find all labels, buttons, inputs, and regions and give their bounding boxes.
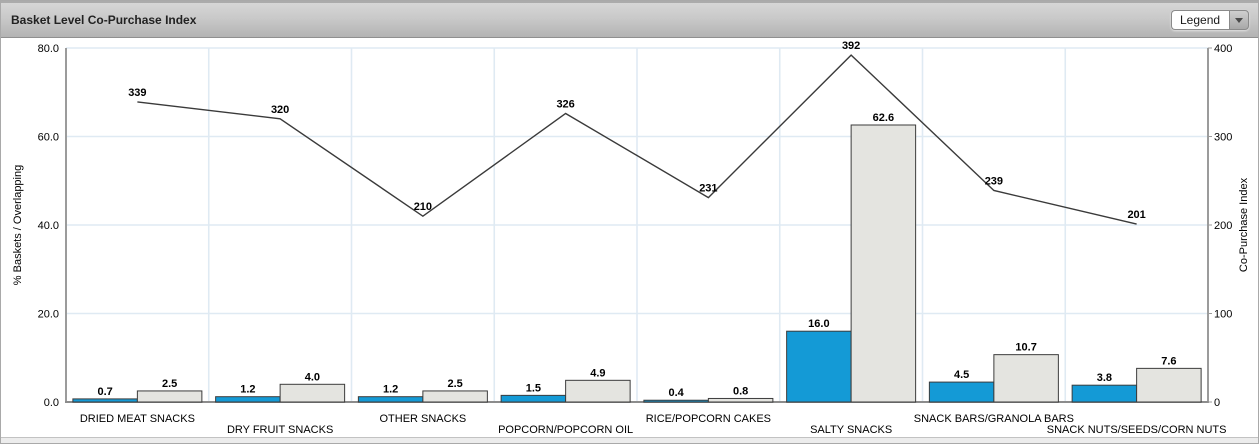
bar-overlapping[interactable] xyxy=(850,124,917,403)
widget-titlebar: Basket Level Co-Purchase Index Legend xyxy=(1,1,1258,38)
bar-pct-baskets[interactable] xyxy=(1071,384,1138,403)
category-label: OTHER SNACKS xyxy=(379,413,466,425)
legend-dropdown-button[interactable] xyxy=(1229,10,1249,30)
bar-value-label: 4.5 xyxy=(954,369,969,381)
line-value-label: 231 xyxy=(699,183,717,195)
bar-value-label: 2.5 xyxy=(447,378,462,390)
bar-value-label: 10.7 xyxy=(1015,342,1036,354)
combo-chart: 0.7 2.5 1.2 4.0 1.2 2.5 1.5 4.9 0.4 0.8 16.0 62.6 4.… xyxy=(12,40,1250,436)
bar-value-label: 4.0 xyxy=(305,371,320,383)
category-label: SNACK BARS/GRANOLA BARS xyxy=(914,413,1074,425)
right-axis-title: Co-Purchase Index xyxy=(1238,177,1250,272)
legend-dropdown[interactable]: Legend xyxy=(1171,10,1249,30)
bar-overlapping[interactable] xyxy=(993,354,1059,403)
chart-plot-region: 0.7 2.5 1.2 4.0 1.2 2.5 1.5 4.9 0.4 0.8 16.0 62.6 4.… xyxy=(1,38,1258,437)
bar-value-label: 16.0 xyxy=(808,318,829,330)
line-value-label: 326 xyxy=(556,98,574,110)
bar-pct-baskets[interactable] xyxy=(357,396,424,403)
bar-value-label: 62.6 xyxy=(873,112,894,124)
bar-value-label: 0.4 xyxy=(668,387,684,399)
bar-pct-baskets[interactable] xyxy=(500,394,567,403)
line-value-label: 320 xyxy=(271,104,289,116)
line-value-label: 339 xyxy=(128,87,146,99)
bar-value-label: 1.2 xyxy=(383,384,398,396)
category-label: DRIED MEAT SNACKS xyxy=(80,413,195,425)
bar-overlapping[interactable] xyxy=(707,397,774,403)
bar-value-label: 0.8 xyxy=(733,385,748,397)
bar-pct-baskets[interactable] xyxy=(72,398,138,403)
widget-footer-strip xyxy=(1,437,1258,443)
left-axis-tick-label: 20.0 xyxy=(38,309,59,321)
bar-overlapping[interactable] xyxy=(565,379,631,403)
line-value-label: 210 xyxy=(414,201,432,213)
bar-value-label: 4.9 xyxy=(590,367,605,379)
bar-overlapping[interactable] xyxy=(279,383,346,403)
co-purchase-index-line xyxy=(137,54,1137,225)
bar-pct-baskets[interactable] xyxy=(786,330,852,403)
bar-overlapping[interactable] xyxy=(422,390,488,403)
left-axis-tick-label: 0.0 xyxy=(44,397,59,409)
legend-dropdown-value[interactable]: Legend xyxy=(1171,10,1229,30)
left-axis-tick-label: 80.0 xyxy=(38,43,59,55)
left-axis-tick-label: 60.0 xyxy=(38,132,59,144)
bar-pct-baskets[interactable] xyxy=(643,399,709,403)
bar-value-label: 3.8 xyxy=(1097,372,1112,384)
bar-pct-baskets[interactable] xyxy=(928,381,995,403)
line-value-label: 392 xyxy=(842,40,860,52)
bar-overlapping[interactable] xyxy=(1136,367,1202,403)
widget-title: Basket Level Co-Purchase Index xyxy=(11,13,197,27)
right-axis-tick-label: 400 xyxy=(1214,43,1232,55)
category-label: RICE/POPCORN CAKES xyxy=(646,413,771,425)
bar-value-label: 7.6 xyxy=(1161,355,1176,367)
bar-value-label: 1.2 xyxy=(240,384,255,396)
bar-overlapping[interactable] xyxy=(136,390,203,403)
line-value-label: 201 xyxy=(1127,209,1145,221)
right-axis-tick-label: 100 xyxy=(1214,309,1232,321)
right-axis-tick-label: 0 xyxy=(1214,397,1220,409)
category-label: SNACK NUTS/SEEDS/CORN NUTS xyxy=(1047,424,1227,436)
line-value-label: 239 xyxy=(985,175,1003,187)
left-axis-title: % Baskets / Overlapping xyxy=(12,165,24,285)
bar-value-label: 2.5 xyxy=(162,378,177,390)
bar-pct-baskets[interactable] xyxy=(215,396,281,403)
category-label: DRY FRUIT SNACKS xyxy=(227,424,333,436)
chevron-down-icon xyxy=(1235,17,1243,23)
left-axis-tick-label: 40.0 xyxy=(38,220,59,232)
category-label: SALTY SNACKS xyxy=(810,424,892,436)
category-label: POPCORN/POPCORN OIL xyxy=(498,424,633,436)
right-axis-tick-label: 200 xyxy=(1214,220,1232,232)
right-axis-tick-label: 300 xyxy=(1214,132,1232,144)
bar-value-label: 1.5 xyxy=(526,382,541,394)
bar-value-label: 0.7 xyxy=(97,386,112,398)
